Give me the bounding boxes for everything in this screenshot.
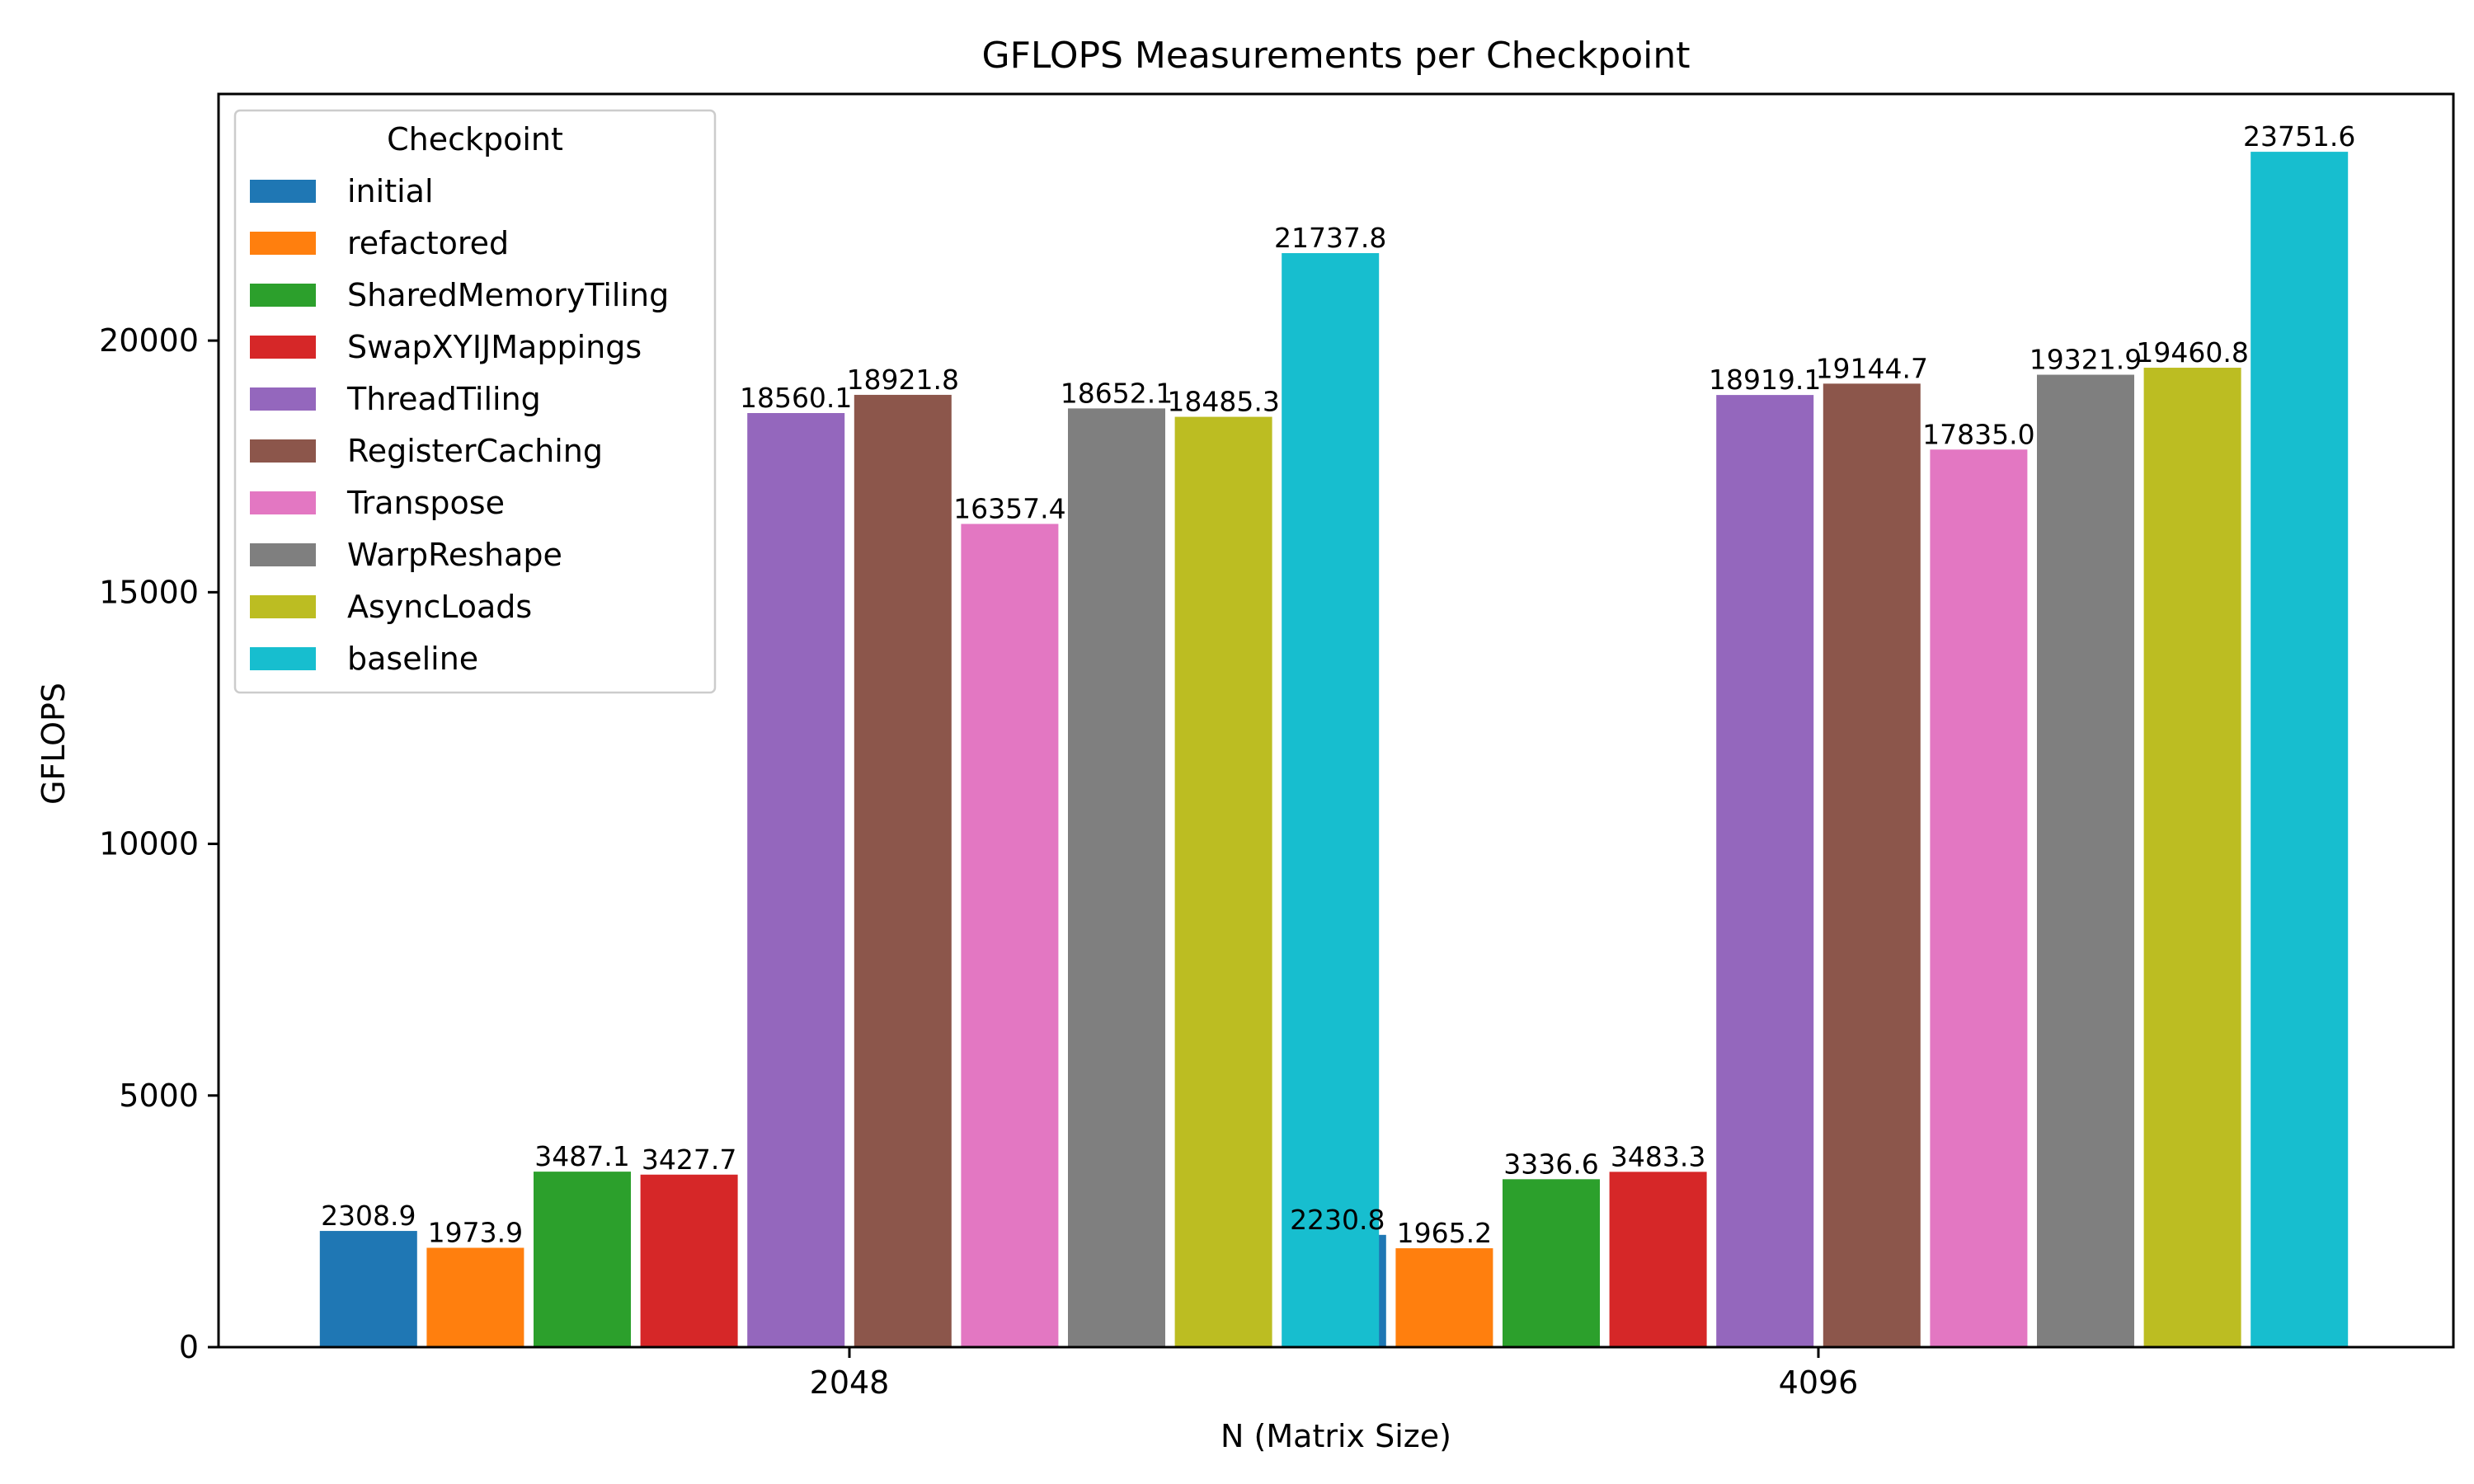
legend-label-initial: initial (347, 173, 434, 209)
plot-frame (217, 92, 2455, 1349)
bar-AsyncLoads-2048 (1174, 416, 1272, 1348)
legend-swatch-RegisterCaching (250, 439, 316, 463)
bar-value-label: 18921.8 (847, 364, 959, 396)
x-tick-label: 2048 (810, 1364, 890, 1401)
bar-value-label: 17835.0 (1922, 418, 2034, 450)
legend-label-ThreadTiling: ThreadTiling (346, 381, 541, 417)
bar-ThreadTiling-4096 (1716, 395, 1814, 1348)
y-tick-label: 0 (179, 1329, 199, 1365)
bar-value-label: 18919.1 (1709, 364, 1821, 396)
bar-refactored-2048 (426, 1247, 524, 1347)
y-axis: 0 5000 10000 15000 20000 (99, 322, 219, 1365)
legend-label-RegisterCaching: RegisterCaching (347, 433, 603, 469)
bar-initial-2048 (319, 1231, 417, 1347)
bar-Transpose-4096 (1930, 449, 2028, 1347)
legend-swatch-refactored (250, 232, 316, 255)
bars-layer (319, 152, 2349, 1348)
y-tick-label: 15000 (99, 574, 199, 610)
y-tick-label: 20000 (99, 322, 199, 359)
bar-baseline-4096 (2251, 152, 2349, 1348)
bar-value-label: 1965.2 (1397, 1217, 1492, 1249)
bar-RegisterCaching-4096 (1823, 383, 1921, 1348)
legend-label-WarpReshape: WarpReshape (347, 537, 562, 573)
legend-label-SharedMemoryTiling: SharedMemoryTiling (347, 277, 669, 313)
bar-RegisterCaching-2048 (854, 394, 952, 1348)
bar-value-label: 19460.8 (2136, 336, 2248, 369)
bar-value-label: 18652.1 (1061, 377, 1173, 409)
x-axis: 2048 4096 (810, 1347, 1859, 1401)
bar-value-label: 19321.9 (2030, 344, 2142, 376)
legend-swatch-Transpose (250, 491, 316, 514)
legend-box (233, 109, 717, 694)
bar-value-label: 2308.9 (321, 1200, 416, 1232)
legend-swatch-ThreadTiling (250, 387, 316, 411)
legend: Checkpoint initial refactored SharedMemory… (233, 109, 717, 694)
bar-value-label: 2230.8 (1290, 1204, 1385, 1236)
bar-WarpReshape-4096 (2037, 374, 2134, 1347)
y-tick-label: 10000 (99, 826, 199, 862)
bar-WarpReshape-2048 (1068, 408, 1165, 1347)
bar-value-label: 3427.7 (642, 1144, 736, 1176)
bar-refactored-4096 (1395, 1248, 1493, 1347)
bar-value-label: 3336.6 (1503, 1148, 1598, 1180)
bar-value-label: 18485.3 (1167, 386, 1279, 418)
legend-label-Transpose: Transpose (346, 485, 505, 521)
legend-label-baseline: baseline (347, 641, 478, 677)
bar-ThreadTiling-2048 (747, 413, 845, 1347)
legend-label-AsyncLoads: AsyncLoads (347, 589, 532, 625)
legend-swatch-WarpReshape (250, 543, 316, 566)
bar-SwapXYIJMappings-2048 (640, 1174, 738, 1347)
legend-swatch-SharedMemoryTiling (250, 284, 316, 307)
y-axis-label: GFLOPS (35, 683, 72, 805)
legend-title: Checkpoint (387, 121, 563, 157)
bar-AsyncLoads-4096 (2143, 368, 2241, 1347)
bar-labels-layer: 2308.9 2230.8 1973.9 1965.2 3487.1 3336.6 3427… (321, 120, 2355, 1249)
legend-entries: initial refactored SharedMemoryTiling SwapX… (250, 173, 669, 677)
legend-swatch-initial (250, 180, 316, 203)
bar-value-label: 3483.3 (1611, 1140, 1705, 1172)
x-tick-label: 4096 (1779, 1364, 1859, 1401)
legend-label-SwapXYIJMappings: SwapXYIJMappings (347, 329, 642, 365)
x-axis-label: N (Matrix Size) (1221, 1418, 1451, 1454)
bar-baseline-2048 (1282, 253, 1380, 1347)
bar-value-label: 23751.6 (2243, 120, 2355, 153)
legend-label-refactored: refactored (347, 225, 509, 261)
bar-value-label: 1973.9 (428, 1217, 523, 1249)
bar-value-label: 19144.7 (1816, 352, 1928, 384)
bar-Transpose-2048 (961, 524, 1059, 1347)
y-tick-label: 5000 (119, 1078, 199, 1114)
bar-value-label: 3487.1 (534, 1140, 629, 1172)
bar-value-label: 16357.4 (953, 492, 1065, 524)
bar-value-label: 21737.8 (1274, 222, 1386, 254)
legend-swatch-SwapXYIJMappings (250, 336, 316, 359)
chart-title: GFLOPS Measurements per Checkpoint (981, 35, 1690, 77)
bar-SharedMemoryTiling-2048 (534, 1172, 631, 1347)
legend-swatch-AsyncLoads (250, 595, 316, 618)
legend-swatch-baseline (250, 647, 316, 670)
bar-SharedMemoryTiling-4096 (1503, 1179, 1600, 1347)
bar-SwapXYIJMappings-4096 (1609, 1172, 1707, 1347)
bar-value-label: 18560.1 (740, 382, 852, 414)
